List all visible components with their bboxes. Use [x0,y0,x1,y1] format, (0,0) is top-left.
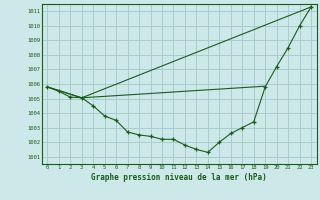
X-axis label: Graphe pression niveau de la mer (hPa): Graphe pression niveau de la mer (hPa) [91,173,267,182]
